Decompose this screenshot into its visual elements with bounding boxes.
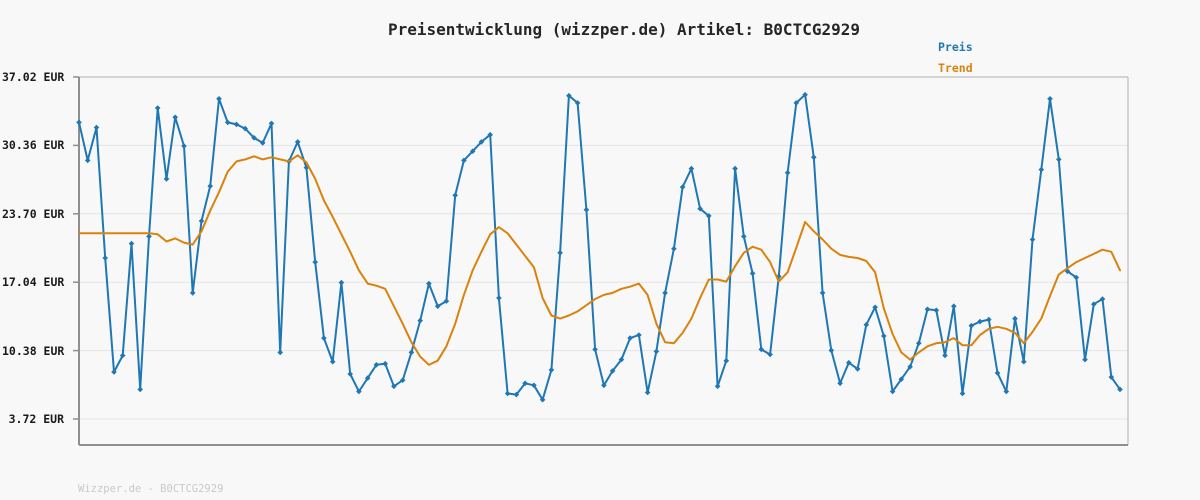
chart-canvas: [73, 76, 1129, 446]
chart-title: Preisentwicklung (wizzper.de) Artikel: B…: [387, 20, 860, 39]
legend-item-preis: Preis: [938, 40, 973, 54]
price-chart: [66, 70, 1136, 452]
y-axis-label: 37.02 EUR: [2, 70, 65, 84]
y-axis-label: 17.04 EUR: [2, 275, 65, 290]
y-axis-label: 30.36 EUR: [2, 138, 65, 153]
y-axis-label: 23.70 EUR: [2, 206, 65, 221]
preis-markers: [76, 91, 1123, 403]
legend-item-trend: Trend: [938, 61, 973, 75]
trend-line: [78, 154, 1121, 366]
preis-line: [78, 93, 1121, 401]
y-axis-label: 10.38 EUR: [2, 343, 65, 358]
watermark: Wizzper.de - B0CTCG2929: [78, 483, 224, 495]
y-axis-label: 3.72 EUR: [8, 412, 64, 426]
